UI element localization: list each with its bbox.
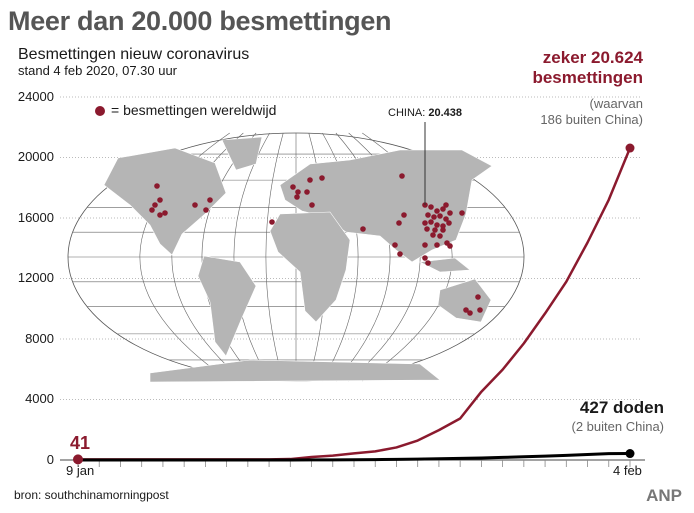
cases-note-line: (waarvan <box>589 96 643 111</box>
case-location-dot <box>319 175 325 181</box>
legend-label: = besmettingen wereldwijd <box>111 102 277 118</box>
date-stamp: stand 4 feb 2020, 07.30 uur <box>18 63 178 78</box>
y-tick-label: 16000 <box>17 210 54 225</box>
y-tick-label: 0 <box>46 452 54 467</box>
case-location-dot <box>459 210 465 216</box>
x-tick-label: 4 feb <box>613 463 642 478</box>
case-location-dot <box>446 220 452 226</box>
continent-australia <box>437 278 492 323</box>
case-location-dot <box>295 189 301 195</box>
deaths-total-label: 427 doden <box>579 398 664 417</box>
case-location-dot <box>475 294 481 300</box>
continent-greenland <box>221 136 263 171</box>
gridlines <box>60 96 640 400</box>
case-location-dot <box>203 207 209 213</box>
case-location-dot <box>162 210 168 216</box>
case-location-dot <box>152 202 158 208</box>
case-location-dot <box>269 219 275 225</box>
case-location-dot <box>447 210 453 216</box>
cases-total-value: zeker 20.624 <box>542 48 643 67</box>
continent-indonesia <box>418 257 471 273</box>
case-location-dot <box>307 177 313 183</box>
start-point-besmettingen <box>73 454 83 465</box>
continent-south-america <box>197 255 257 357</box>
case-location-dot <box>437 233 443 239</box>
case-location-dot <box>294 194 300 200</box>
continent-antarctica <box>149 359 441 383</box>
case-location-dot <box>154 183 160 189</box>
case-location-dot <box>437 213 443 219</box>
case-location-dot <box>192 202 198 208</box>
cases-total-label: zeker 20.624 besmettingen <box>532 48 643 88</box>
case-location-dot <box>477 307 483 313</box>
cases-total-unit: besmettingen <box>532 68 643 87</box>
case-location-dot <box>399 173 405 179</box>
case-location-dot <box>157 212 163 218</box>
china-annotation: CHINA: 20.438 <box>388 107 462 119</box>
continent-africa <box>269 211 351 323</box>
case-location-dot <box>309 202 315 208</box>
cases-note-line: 186 buiten China) <box>540 112 643 127</box>
case-location-dot <box>422 220 428 226</box>
china-value: 20.438 <box>428 107 462 119</box>
case-location-dot <box>424 226 430 232</box>
case-location-dot <box>463 307 469 313</box>
y-tick-label: 20000 <box>17 149 54 164</box>
case-location-dot <box>432 227 438 233</box>
world-map <box>67 122 525 383</box>
anp-logo: ANP <box>646 486 682 505</box>
case-location-dot <box>392 242 398 248</box>
y-tick-label: 12000 <box>17 270 54 285</box>
source-credit: bron: southchinamorningpost <box>14 488 169 502</box>
map-meridian <box>265 132 284 382</box>
case-location-dot <box>396 220 402 226</box>
case-location-dot <box>401 212 407 218</box>
case-location-dot <box>157 197 163 203</box>
y-tick-label: 24000 <box>17 89 54 104</box>
continent-north-america <box>103 147 227 256</box>
case-location-dot <box>149 207 155 213</box>
cases-note: (waarvan 186 buiten China) <box>540 96 643 128</box>
series-line-doden <box>78 452 631 462</box>
case-location-dot <box>304 189 310 195</box>
red-dot-icon <box>95 106 105 116</box>
case-location-dot <box>397 251 403 257</box>
map-legend: = besmettingen wereldwijd <box>95 102 276 118</box>
case-location-dot <box>430 232 436 238</box>
case-location-dot <box>440 227 446 233</box>
case-location-dot <box>443 216 449 222</box>
page-title: Meer dan 20.000 besmettingen <box>8 6 392 36</box>
chart-subtitle: Besmettingen nieuw coronavirus <box>18 46 250 63</box>
case-location-dot <box>422 255 428 261</box>
case-location-dot <box>440 223 446 229</box>
x-tick-label: 9 jan <box>66 463 95 478</box>
y-tick-label: 8000 <box>25 331 54 346</box>
end-point-besmettingen <box>625 143 635 153</box>
case-location-dot <box>467 310 473 316</box>
series-lines <box>73 143 635 465</box>
case-location-dot <box>428 219 434 225</box>
end-point-doden <box>625 449 635 459</box>
case-location-dot <box>434 208 440 214</box>
case-location-dot <box>443 202 449 208</box>
start-value-label: 41 <box>70 433 91 453</box>
case-location-dot <box>425 260 431 266</box>
china-label: CHINA: <box>388 107 426 119</box>
deaths-note: (2 buiten China) <box>571 419 665 434</box>
y-tick-label: 4000 <box>25 391 54 406</box>
case-location-dot <box>444 240 450 246</box>
case-location-dot <box>425 212 431 218</box>
case-location-dot <box>434 242 440 248</box>
case-location-dot <box>422 242 428 248</box>
map-meridian <box>201 132 257 382</box>
case-location-dot <box>431 214 437 220</box>
case-location-dot <box>207 197 213 203</box>
case-location-dot <box>428 204 434 210</box>
case-location-dot <box>440 206 446 212</box>
case-location-dot <box>434 222 440 228</box>
case-location-dot <box>290 184 296 190</box>
case-location-dot <box>360 226 366 232</box>
